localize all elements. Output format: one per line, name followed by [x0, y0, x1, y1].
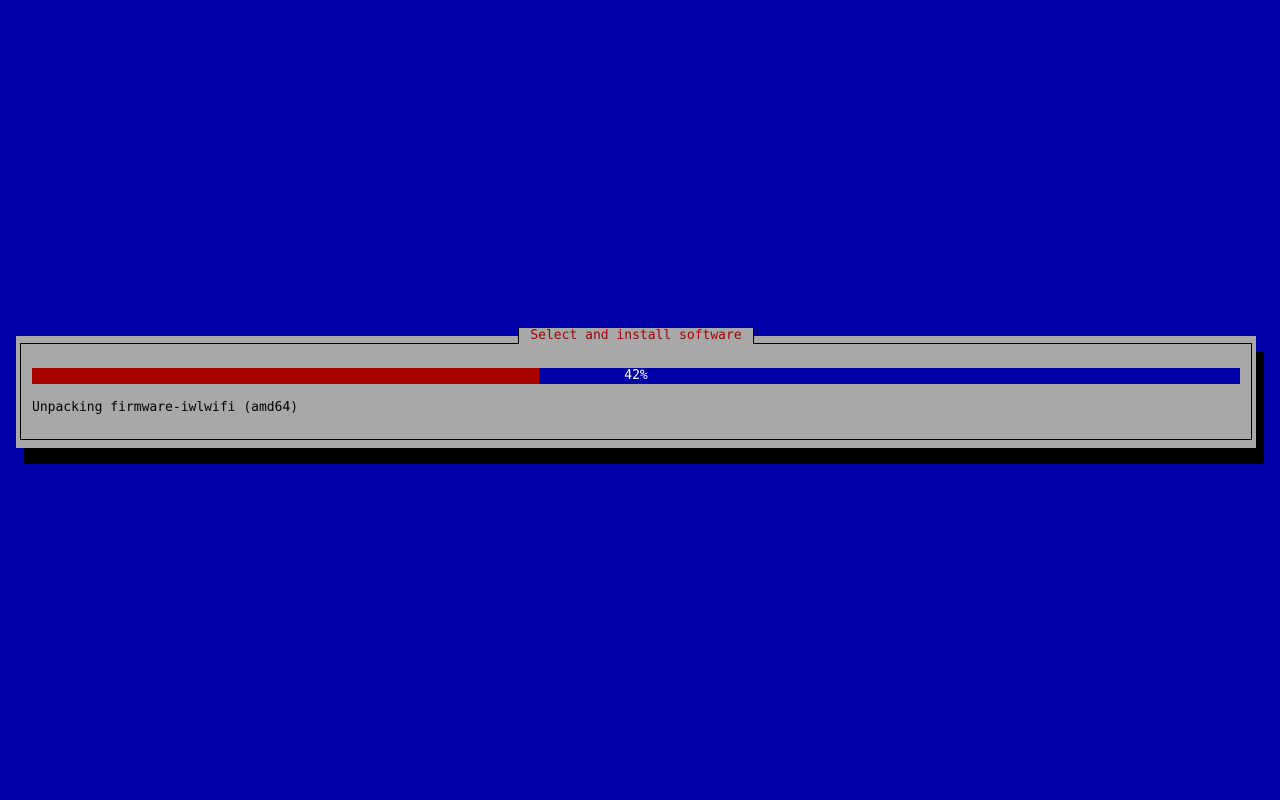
status-text: Unpacking firmware-iwlwifi (amd64) — [32, 400, 299, 415]
progress-dialog: Select and install software 42% Unpackin… — [16, 328, 1256, 448]
progress-fill — [32, 368, 540, 384]
dialog-title: Select and install software — [518, 328, 754, 344]
progress-percent: 42% — [624, 368, 648, 383]
progress-bar: 42% — [32, 368, 1240, 384]
dialog-frame — [20, 343, 1252, 440]
